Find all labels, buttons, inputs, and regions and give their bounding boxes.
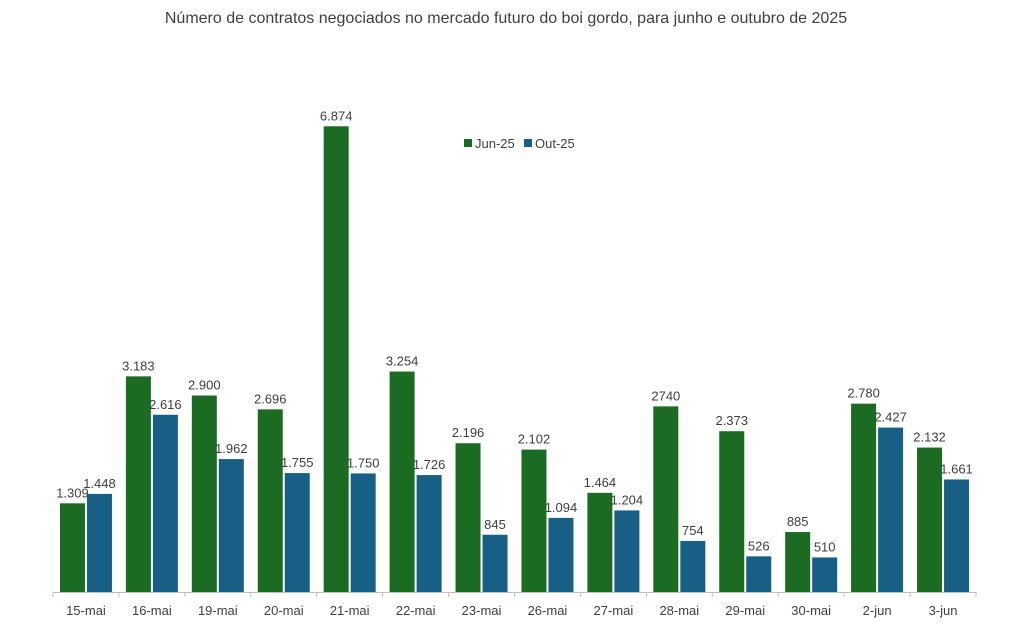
x-tick-label: 19-mai [198,603,238,618]
bar-jun-25 [587,492,613,592]
legend-label-jun-25: Jun-25 [475,136,515,151]
data-label: 2.102 [518,432,551,447]
bar-out-25 [416,475,442,592]
bar-out-25 [680,540,706,592]
x-tick-label: 22-mai [396,603,436,618]
x-tick-label: 27-mai [594,603,634,618]
data-label: 2.616 [149,397,182,412]
x-tick-label: 16-mai [132,603,172,618]
bar-out-25 [614,510,640,592]
chart-title: Número de contratos negociados no mercad… [164,10,848,27]
data-label: 1.204 [611,492,644,507]
data-label: 885 [787,514,809,529]
data-label: 2.196 [452,425,485,440]
data-label: 1.755 [281,455,314,470]
x-tick-label: 20-mai [264,603,304,618]
data-label: 2.427 [874,410,907,425]
bar-jun-25 [59,503,85,592]
bar-jun-25 [719,431,745,592]
data-label: 1.448 [83,476,116,491]
data-label: 2.373 [715,413,748,428]
data-label: 1.661 [940,461,973,476]
bar-out-25 [284,473,310,592]
data-label: 1.309 [56,485,89,500]
bar-out-25 [152,414,178,592]
x-tick-label: 15-mai [66,603,106,618]
x-tick-label: 26-mai [528,603,568,618]
bar-jun-25 [653,406,679,592]
x-tick-label: 21-mai [330,603,370,618]
x-tick-label: 28-mai [659,603,699,618]
x-tick-label: 23-mai [462,603,502,618]
x-tick-label: 29-mai [725,603,765,618]
bar-jun-25 [851,403,877,592]
bar-jun-25 [191,395,217,592]
x-tick-label: 2-jun [863,603,892,618]
x-tick-label: 3-jun [929,603,958,618]
data-label: 510 [814,539,836,554]
legend-label-out-25: Out-25 [535,136,575,151]
data-label: 3.183 [122,358,155,373]
bar-jun-25 [257,409,283,592]
data-label: 1.464 [584,475,617,490]
data-label: 2740 [651,388,680,403]
data-label: 3.254 [386,354,419,369]
bar-jun-25 [455,443,481,592]
data-label: 6.874 [320,108,353,123]
legend-swatch-jun-25 [464,139,472,147]
legend-swatch-out-25 [524,139,532,147]
data-label: 1.750 [347,455,380,470]
data-label: 2.132 [913,430,946,445]
bar-out-25 [86,493,112,592]
bar-jun-25 [521,449,547,592]
bar-out-25 [482,534,508,592]
bar-out-25 [350,473,376,592]
data-label: 526 [748,538,770,553]
data-label: 2.900 [188,378,221,393]
bar-out-25 [944,479,970,592]
bar-out-25 [878,427,904,592]
bar-jun-25 [785,532,811,592]
bar-out-25 [746,556,772,592]
data-label: 1.094 [545,500,578,515]
bar-jun-25 [125,376,151,592]
bar-out-25 [218,459,244,592]
data-label: 2.696 [254,391,287,406]
data-label: 845 [484,517,506,532]
bar-jun-25 [389,371,415,592]
x-tick-label: 30-mai [791,603,831,618]
data-label: 1.962 [215,441,248,456]
data-label: 1.726 [413,457,446,472]
bar-jun-25 [917,447,943,592]
data-label: 754 [682,523,704,538]
bar-jun-25 [323,126,349,592]
bar-out-25 [548,517,574,592]
bar-out-25 [812,557,838,592]
data-label: 2.780 [847,386,880,401]
